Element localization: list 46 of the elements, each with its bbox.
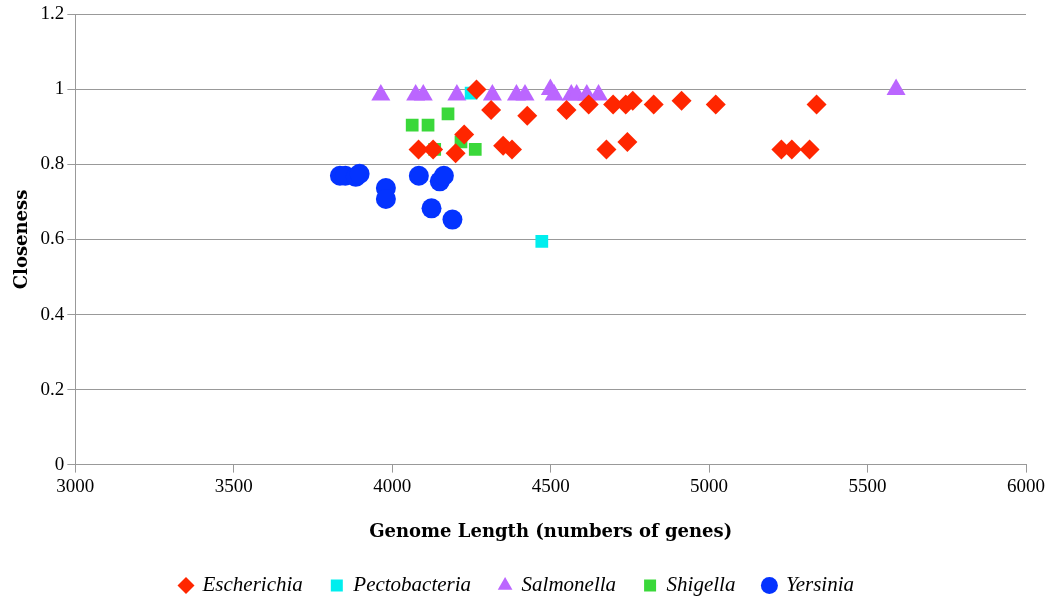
point — [481, 100, 502, 121]
point — [799, 139, 820, 160]
point — [617, 131, 638, 152]
legend-label: Shigella — [666, 572, 736, 597]
point — [408, 165, 429, 186]
x-tick-label: 4000 — [373, 474, 412, 496]
point — [806, 94, 827, 115]
y-tick-label: 1.2 — [40, 2, 65, 24]
point — [705, 94, 726, 115]
point — [441, 107, 455, 121]
point — [517, 105, 538, 126]
x-tick-label: 4500 — [531, 474, 570, 496]
point — [578, 94, 599, 115]
point — [442, 209, 463, 230]
x-tick-label: 3500 — [214, 474, 253, 496]
y-tick-label: 0.2 — [40, 377, 65, 399]
point — [596, 139, 617, 160]
x-tick-label: 5000 — [690, 474, 729, 496]
y-tick-label: 0.8 — [40, 152, 65, 174]
point — [643, 94, 664, 115]
y-axis-title: Closeness — [10, 189, 32, 290]
point — [445, 143, 466, 164]
x-tick-label: 6000 — [1007, 474, 1045, 496]
point — [405, 118, 419, 132]
point — [423, 139, 444, 160]
point — [408, 139, 429, 160]
legend-label: Pectobacteria — [352, 572, 472, 597]
legend-label: Yersinia — [785, 572, 854, 597]
point — [556, 100, 577, 121]
point — [468, 143, 482, 156]
point — [502, 139, 523, 160]
x-tick-label: 5500 — [848, 474, 887, 496]
x-axis-title: Genome Length (numbers of genes) — [369, 519, 733, 541]
point — [671, 90, 692, 111]
y-tick-label: 0.4 — [40, 302, 65, 324]
legend-label: Salmonella — [521, 572, 617, 597]
legend-label: Escherichia — [201, 572, 303, 597]
x-tick-label: 3000 — [56, 474, 95, 496]
point — [466, 79, 487, 100]
y-tick-label: 1 — [54, 77, 65, 99]
point — [454, 124, 475, 145]
point — [535, 235, 549, 248]
y-tick-label: 0 — [54, 452, 65, 474]
point — [433, 165, 454, 186]
point — [421, 198, 442, 219]
y-tick-label: 0.6 — [40, 227, 65, 249]
